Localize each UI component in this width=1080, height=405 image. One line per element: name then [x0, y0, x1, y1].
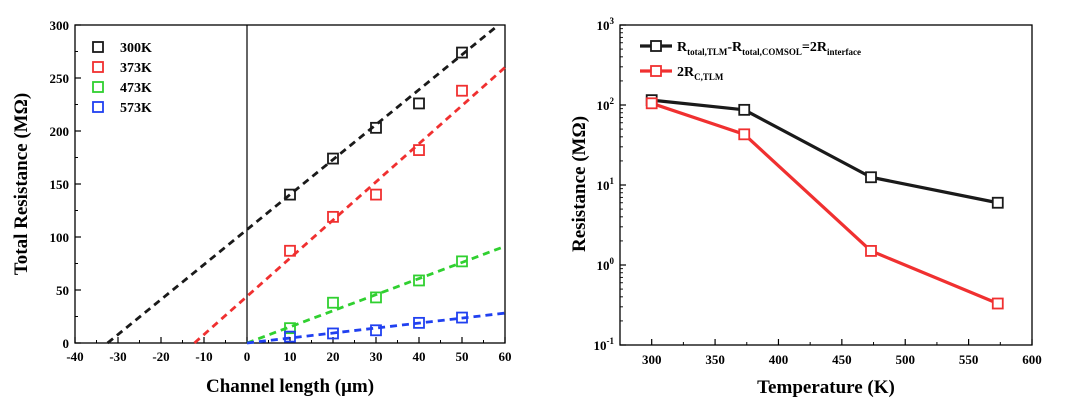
left-x-tick-label: 10 — [284, 349, 297, 364]
left-point-373K — [327, 210, 339, 223]
right-series-line — [651, 98, 999, 205]
right-data-point — [991, 297, 1004, 310]
left-y-tick-label: 50 — [56, 283, 69, 298]
right-x-tick-label: 500 — [895, 352, 915, 367]
left-fit-line-373K — [193, 66, 506, 345]
left-y-tick-label: 150 — [50, 177, 70, 192]
left-fit-lines — [106, 23, 506, 345]
right-y-tick-label: 101 — [597, 176, 615, 193]
right-series-line — [651, 101, 999, 305]
right-x-tick-label: 550 — [959, 352, 979, 367]
left-x-tick-label: -10 — [195, 349, 212, 364]
left-legend-label-300K: 300K — [120, 41, 152, 56]
right-data-point — [738, 103, 751, 116]
right-x-tick-label: 400 — [769, 352, 789, 367]
left-x-tick-label: -20 — [152, 349, 169, 364]
left-point-573K — [456, 311, 468, 324]
left-y-tick-label: 0 — [63, 336, 70, 351]
left-x-axis-label: Channel length (μm) — [206, 376, 374, 397]
right-y-tick-label: 103 — [597, 16, 615, 33]
left-point-573K — [284, 330, 296, 343]
right-x-tick-label: 300 — [642, 352, 662, 367]
left-point-573K — [413, 316, 425, 329]
left-x-tick-label: 60 — [499, 349, 512, 364]
right-y-tick-label: 10-1 — [594, 336, 615, 353]
left-y-tick-label: 200 — [50, 124, 70, 139]
left-point-373K — [370, 188, 382, 201]
left-point-300K — [327, 152, 339, 165]
left-y-tick-label: 250 — [50, 71, 70, 86]
right-series-lines — [651, 98, 999, 305]
left-point-573K — [370, 324, 382, 337]
right-y-tick-label: 100 — [597, 256, 615, 273]
left-x-tick-label: 50 — [456, 349, 469, 364]
left-legend-marker-373K — [92, 61, 104, 73]
left-y-tick-label: 300 — [50, 18, 70, 33]
left-point-373K — [456, 84, 468, 97]
left-point-473K — [370, 291, 382, 304]
left-point-473K — [413, 274, 425, 287]
right-x-tick-label: 600 — [1022, 352, 1042, 367]
right-legend-label: 2RC,TLM — [677, 65, 724, 82]
left-point-300K — [284, 188, 296, 201]
left-fit-line-300K — [106, 23, 500, 345]
left-x-tick-label: 30 — [370, 349, 383, 364]
right-y-axis-label: Resistance (MΩ) — [569, 116, 590, 252]
right-data-points — [645, 94, 1004, 310]
right-y-tick-label: 102 — [597, 96, 615, 113]
left-point-300K — [456, 46, 468, 59]
left-legend-label-473K: 473K — [120, 81, 152, 96]
right-x-axis-label: Temperature (K) — [757, 377, 895, 398]
left-fit-line-473K — [246, 245, 506, 345]
left-ticks: -40 -30 -20 -10 0 10 20 30 40 50 60 0 50 100 150 200 250… — [50, 18, 512, 364]
left-y-axis-label: Total Resistance (MΩ) — [11, 93, 32, 275]
left-x-tick-label: -30 — [109, 349, 126, 364]
right-legend-label: Rtotal,TLM-Rtotal,COMSOL=2Rinterface — [677, 40, 861, 57]
left-point-300K — [370, 121, 382, 134]
left-point-473K — [284, 322, 296, 335]
left-point-373K — [284, 244, 296, 257]
left-x-tick-label: 0 — [244, 349, 251, 364]
right-legend: Rtotal,TLM-Rtotal,COMSOL=2Rinterface 2RC,… — [640, 40, 861, 82]
left-legend-label-573K: 573K — [120, 101, 152, 116]
left-data-points — [284, 46, 468, 343]
left-x-tick-label: -40 — [66, 349, 83, 364]
right-x-tick-label: 450 — [832, 352, 852, 367]
left-fit-line-573K — [246, 311, 506, 345]
right-legend-marker — [650, 65, 662, 77]
left-chart: -40 -30 -20 -10 0 10 20 30 40 50 60 0 50 100 150 200 250… — [11, 18, 512, 397]
left-point-473K — [456, 255, 468, 268]
left-x-tick-label: 20 — [327, 349, 340, 364]
right-x-tick-label: 350 — [705, 352, 725, 367]
left-point-300K — [413, 97, 425, 110]
right-data-point — [645, 97, 658, 110]
left-point-473K — [327, 296, 339, 309]
left-x-tick-label: 40 — [413, 349, 426, 364]
left-legend-marker-473K — [92, 81, 104, 93]
right-data-point — [738, 128, 751, 141]
right-data-point — [865, 171, 877, 184]
left-y-tick-label: 100 — [50, 230, 70, 245]
left-legend-marker-573K — [92, 101, 104, 113]
left-legend: 300K 373K 473K 573K — [92, 41, 152, 116]
left-point-573K — [327, 327, 339, 340]
right-legend-marker — [650, 40, 662, 52]
right-data-point — [991, 196, 1004, 209]
right-data-point — [865, 245, 877, 257]
right-chart: 300 350 400 450 500 550 600 103 102 101 100 10-1 Rt… — [569, 16, 1042, 398]
left-legend-label-373K: 373K — [120, 61, 152, 76]
left-legend-marker-300K — [92, 41, 104, 53]
left-point-373K — [413, 144, 425, 156]
